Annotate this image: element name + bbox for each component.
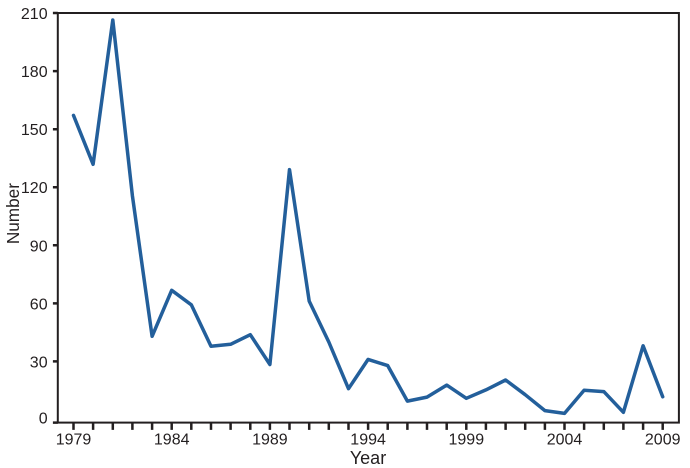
svg-text:Year: Year bbox=[350, 448, 386, 468]
svg-text:0: 0 bbox=[39, 411, 48, 428]
svg-text:90: 90 bbox=[30, 238, 48, 255]
svg-text:30: 30 bbox=[30, 354, 48, 371]
svg-text:1994: 1994 bbox=[350, 432, 386, 449]
svg-text:1979: 1979 bbox=[56, 432, 92, 449]
svg-text:150: 150 bbox=[21, 122, 48, 139]
svg-text:60: 60 bbox=[30, 296, 48, 313]
svg-text:1989: 1989 bbox=[252, 432, 288, 449]
svg-text:180: 180 bbox=[21, 64, 48, 81]
svg-text:2009: 2009 bbox=[645, 432, 681, 449]
svg-text:120: 120 bbox=[21, 180, 48, 197]
svg-text:1999: 1999 bbox=[449, 432, 485, 449]
svg-text:210: 210 bbox=[21, 6, 48, 23]
svg-text:1984: 1984 bbox=[154, 432, 190, 449]
svg-text:Number: Number bbox=[3, 183, 23, 244]
svg-text:2004: 2004 bbox=[547, 432, 583, 449]
